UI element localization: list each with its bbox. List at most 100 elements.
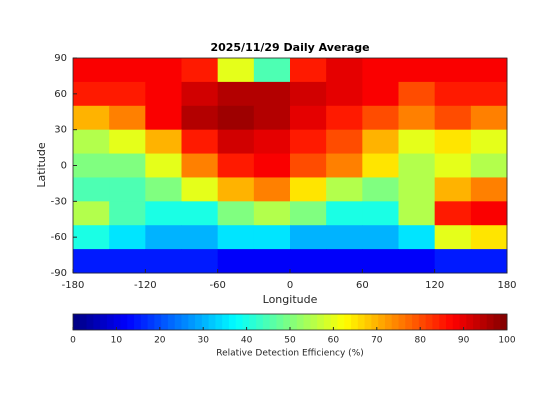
heat-cell [73, 129, 110, 155]
y-tick-label: -60 [51, 232, 67, 243]
heat-cell [217, 153, 255, 178]
heat-cell [290, 249, 327, 274]
colorbar-swatch [445, 314, 454, 330]
colorbar-swatch [486, 314, 494, 330]
heat-cell [217, 177, 255, 202]
heat-cell [109, 225, 146, 250]
colorbar-swatch [73, 314, 81, 330]
y-tick-label: 60 [54, 89, 67, 100]
heat-cell [73, 201, 110, 226]
heat-cell [362, 58, 399, 83]
heat-cell [109, 153, 146, 178]
colorbar-swatch [493, 314, 501, 330]
colorbar-swatch [330, 314, 338, 330]
heat-cell [181, 58, 219, 83]
colorbar-swatch [459, 314, 467, 330]
colorbar-swatch [120, 314, 128, 330]
colorbar-swatch [181, 314, 189, 330]
heat-cell [290, 105, 327, 131]
heat-cell [434, 81, 472, 107]
heat-cell [470, 129, 508, 155]
colorbar-swatch [412, 314, 420, 330]
heat-cell [145, 81, 182, 107]
heat-cell [217, 129, 255, 155]
heat-cell [181, 225, 219, 250]
heat-cell [73, 58, 110, 83]
heat-cell [253, 153, 291, 178]
heat-cell [290, 153, 327, 178]
heat-cell [362, 249, 399, 274]
colorbar-swatch [432, 314, 440, 330]
heat-cell [109, 81, 146, 107]
colorbar-swatch [215, 314, 223, 330]
heat-cell [217, 201, 255, 226]
colorbar-swatch [310, 314, 318, 330]
heat-cell [181, 153, 219, 178]
heat-cell [253, 129, 291, 155]
heat-cell [326, 129, 363, 155]
chart-title: 2025/11/29 Daily Average [210, 41, 369, 54]
colorbar-tick-label: 0 [70, 336, 76, 346]
colorbar-swatch [405, 314, 413, 330]
heat-cell [253, 81, 291, 107]
colorbar-tick-label: 20 [154, 336, 166, 346]
colorbar-tick-label: 80 [414, 336, 426, 346]
heat-cell [217, 225, 255, 250]
colorbar-swatch [161, 314, 169, 330]
colorbar-swatch [127, 314, 135, 330]
heat-cell [109, 105, 146, 131]
heat-cell [217, 105, 255, 131]
colorbar-swatch [195, 314, 203, 330]
x-tick-label: 180 [497, 280, 516, 291]
colorbar-swatch [249, 314, 257, 330]
heat-cell [290, 58, 327, 83]
colorbar-swatch [167, 314, 176, 330]
heat-cell [181, 129, 219, 155]
colorbar-tick-label: 70 [371, 336, 383, 346]
heat-cell [145, 225, 182, 250]
heat-cell [470, 153, 508, 178]
heat-cell [253, 225, 291, 250]
heat-cell [181, 249, 219, 274]
colorbar-swatch [174, 314, 182, 330]
heat-cell [217, 249, 255, 274]
heat-cell [398, 81, 436, 107]
y-tick-label: 90 [54, 53, 67, 64]
heat-cell [434, 201, 472, 226]
heat-cell [109, 129, 146, 155]
colorbar-tick-label: 100 [498, 336, 515, 346]
heat-cell [434, 225, 472, 250]
colorbar-tick-label: 50 [284, 336, 296, 346]
colorbar-swatch [222, 314, 230, 330]
y-tick-label: -30 [51, 196, 67, 207]
colorbar-swatch [208, 314, 216, 330]
heat-cell [470, 105, 508, 131]
colorbar-swatch [425, 314, 433, 330]
heat-cell [326, 105, 363, 131]
x-tick-label: 60 [356, 280, 369, 291]
heat-cell [362, 177, 399, 202]
heat-cell [398, 201, 436, 226]
heat-cell [398, 249, 436, 274]
colorbar-swatch [106, 314, 115, 330]
colorbar-swatch [188, 314, 196, 330]
colorbar-swatch [351, 314, 359, 330]
heat-cell [253, 58, 291, 83]
colorbar-swatch [100, 314, 108, 330]
colorbar-label: Relative Detection Efficiency (%) [216, 349, 364, 359]
heat-cell [326, 225, 363, 250]
colorbar-swatch [371, 314, 379, 330]
heat-cell [362, 129, 399, 155]
heat-cell [73, 249, 110, 274]
colorbar-swatch [317, 314, 325, 330]
y-tick-label: 0 [61, 161, 67, 172]
heat-cell [434, 153, 472, 178]
heat-cell [73, 81, 110, 107]
colorbar-swatch [378, 314, 386, 330]
heat-cell [109, 177, 146, 202]
y-tick-label: 30 [54, 125, 67, 136]
heat-cell [290, 129, 327, 155]
colorbar-swatch [452, 314, 461, 330]
heat-cell [326, 81, 363, 107]
